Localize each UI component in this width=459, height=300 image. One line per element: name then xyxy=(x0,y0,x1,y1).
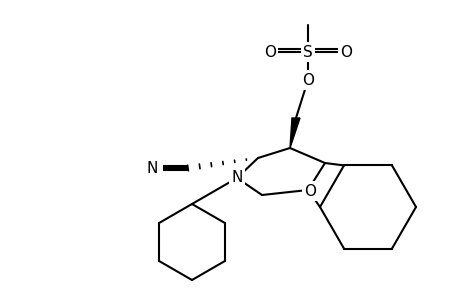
Text: O: O xyxy=(302,73,313,88)
Text: O: O xyxy=(339,44,351,59)
Text: S: S xyxy=(302,44,312,59)
Text: N: N xyxy=(231,170,242,185)
Text: O: O xyxy=(263,44,275,59)
Polygon shape xyxy=(289,118,299,148)
Text: O: O xyxy=(303,184,315,199)
Text: N: N xyxy=(146,160,157,175)
